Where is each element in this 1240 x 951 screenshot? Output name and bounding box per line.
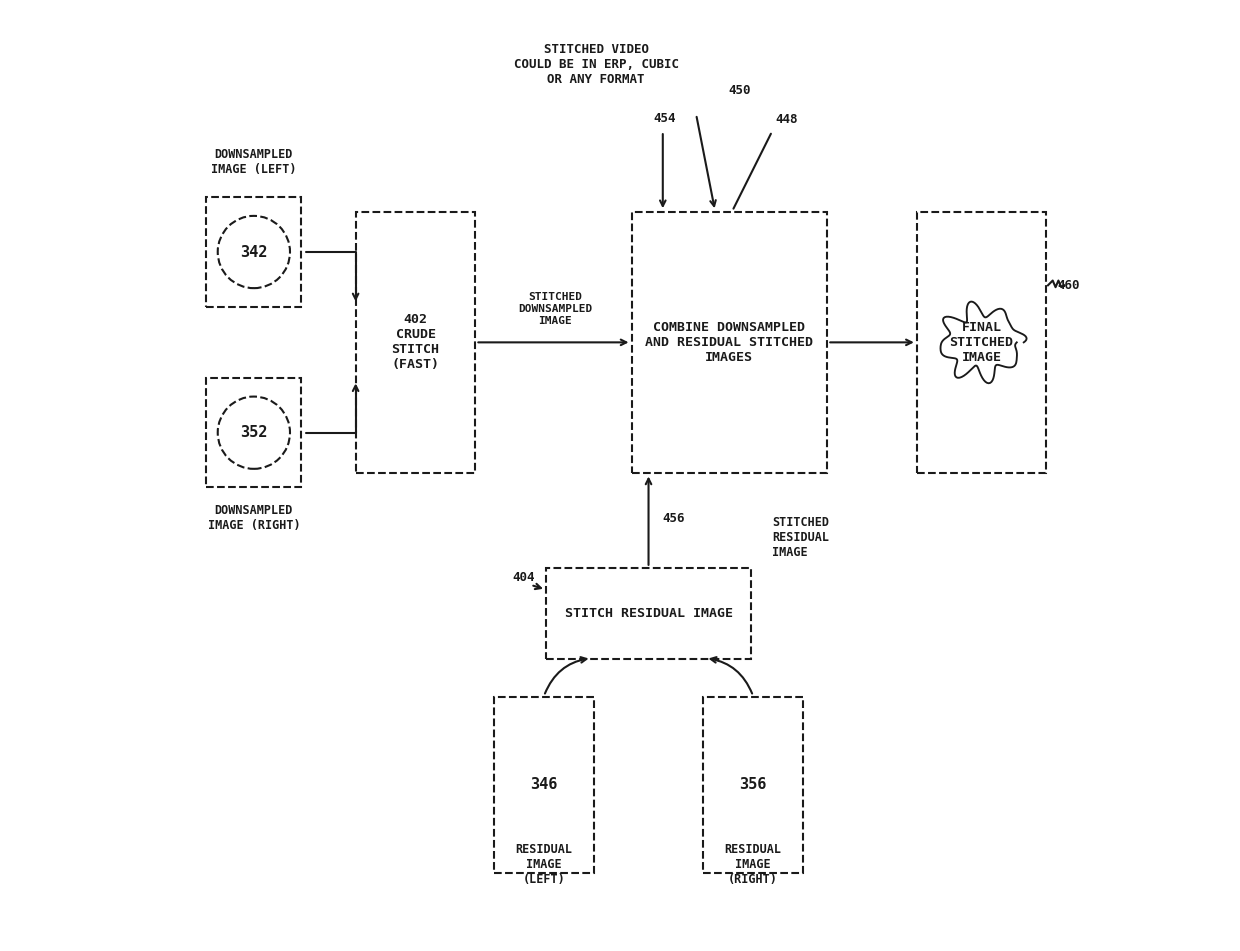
Circle shape: [218, 397, 290, 469]
Text: 346: 346: [531, 777, 558, 792]
FancyBboxPatch shape: [206, 378, 301, 487]
Text: COMBINE DOWNSAMPLED
AND RESIDUAL STITCHED
IMAGES: COMBINE DOWNSAMPLED AND RESIDUAL STITCHE…: [645, 320, 813, 364]
Text: DOWNSAMPLED
IMAGE (LEFT): DOWNSAMPLED IMAGE (LEFT): [211, 148, 296, 176]
FancyBboxPatch shape: [356, 212, 475, 474]
Text: 356: 356: [739, 777, 766, 792]
Text: STITCH RESIDUAL IMAGE: STITCH RESIDUAL IMAGE: [564, 607, 733, 620]
FancyBboxPatch shape: [632, 212, 827, 474]
Text: 404: 404: [512, 571, 534, 584]
Text: 454: 454: [653, 112, 676, 126]
FancyBboxPatch shape: [918, 212, 1045, 474]
Text: FINAL
STITCHED
IMAGE: FINAL STITCHED IMAGE: [950, 320, 1013, 364]
Text: STITCHED VIDEO
COULD BE IN ERP, CUBIC
OR ANY FORMAT: STITCHED VIDEO COULD BE IN ERP, CUBIC OR…: [513, 43, 678, 86]
Text: STITCHED
RESIDUAL
IMAGE: STITCHED RESIDUAL IMAGE: [773, 515, 830, 559]
FancyBboxPatch shape: [703, 696, 804, 873]
Text: 402
CRUDE
STITCH
(FAST): 402 CRUDE STITCH (FAST): [392, 314, 439, 371]
Text: RESIDUAL
IMAGE
(RIGHT): RESIDUAL IMAGE (RIGHT): [724, 844, 781, 886]
Text: RESIDUAL
IMAGE
(LEFT): RESIDUAL IMAGE (LEFT): [516, 844, 573, 886]
FancyBboxPatch shape: [206, 198, 301, 306]
FancyBboxPatch shape: [494, 696, 594, 873]
Text: 448: 448: [775, 113, 797, 126]
Text: STITCHED
DOWNSAMPLED
IMAGE: STITCHED DOWNSAMPLED IMAGE: [518, 293, 593, 325]
Text: 450: 450: [728, 84, 751, 97]
Circle shape: [218, 216, 290, 288]
Text: 456: 456: [663, 512, 686, 525]
Text: 460: 460: [1058, 279, 1080, 292]
Text: DOWNSAMPLED
IMAGE (RIGHT): DOWNSAMPLED IMAGE (RIGHT): [207, 504, 300, 532]
FancyBboxPatch shape: [547, 569, 750, 658]
Text: 342: 342: [241, 244, 268, 260]
Text: 352: 352: [241, 425, 268, 440]
